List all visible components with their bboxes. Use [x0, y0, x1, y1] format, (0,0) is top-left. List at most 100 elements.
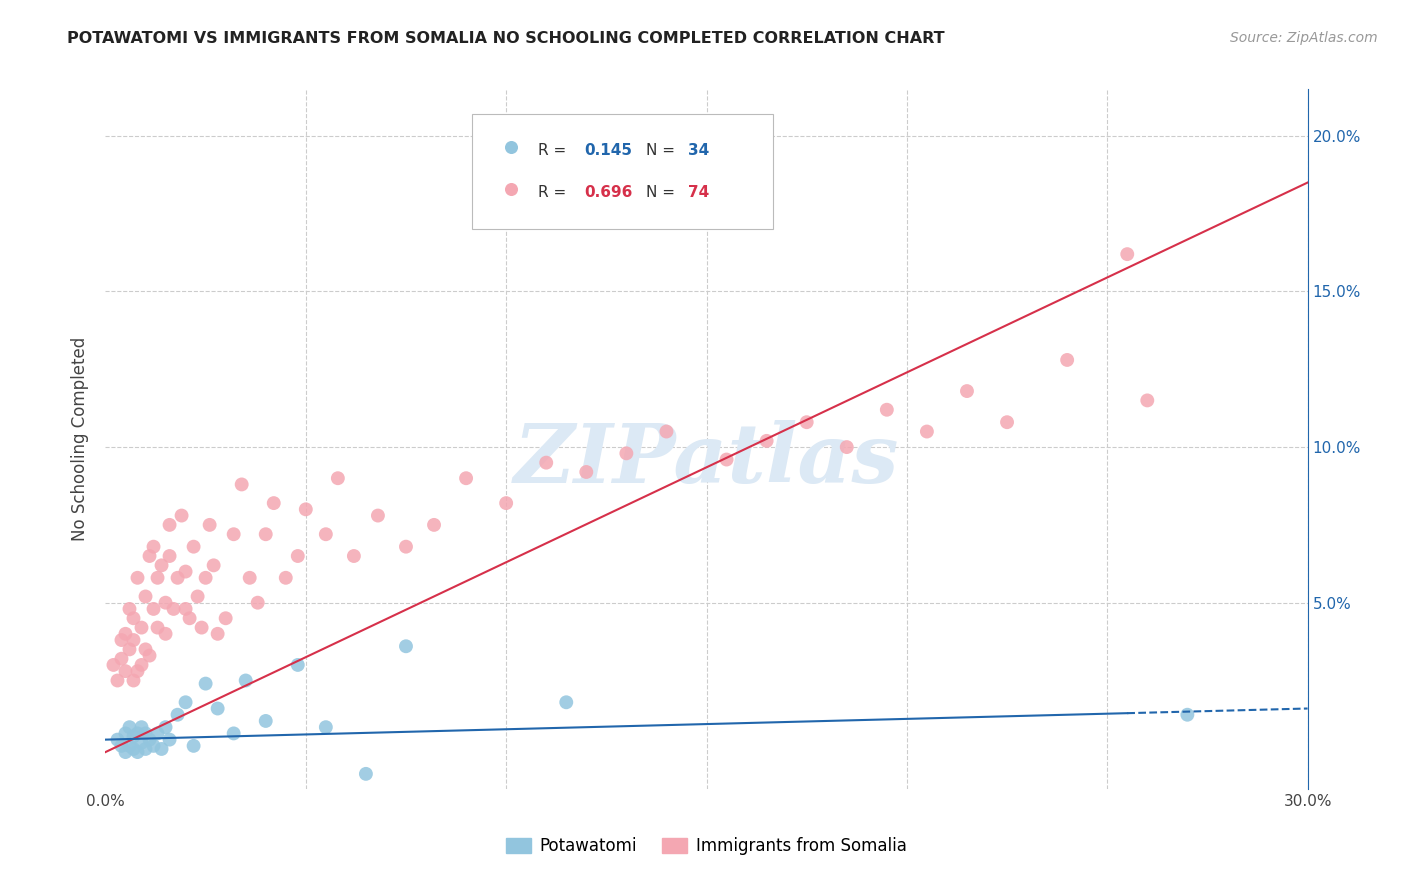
Point	[131, 736, 153, 750]
Text: N =: N =	[647, 144, 681, 158]
Point	[915, 425, 938, 439]
Point	[179, 611, 201, 625]
Point	[127, 664, 149, 678]
Text: 74: 74	[689, 186, 710, 201]
Text: POTAWATOMI VS IMMIGRANTS FROM SOMALIA NO SCHOOLING COMPLETED CORRELATION CHART: POTAWATOMI VS IMMIGRANTS FROM SOMALIA NO…	[67, 31, 945, 46]
Point	[183, 540, 205, 554]
Text: 34: 34	[689, 144, 710, 158]
Point	[122, 730, 145, 744]
Point	[287, 657, 309, 672]
Point	[138, 648, 160, 663]
Point	[146, 726, 169, 740]
Point	[876, 402, 898, 417]
Point	[174, 602, 197, 616]
Point	[231, 477, 253, 491]
Text: R =: R =	[538, 186, 571, 201]
Legend: Potawatomi, Immigrants from Somalia: Potawatomi, Immigrants from Somalia	[499, 830, 914, 862]
Point	[194, 571, 217, 585]
Point	[170, 508, 193, 523]
Point	[135, 590, 157, 604]
Point	[575, 465, 598, 479]
Point	[454, 471, 477, 485]
Point	[343, 549, 366, 563]
Point	[118, 739, 141, 753]
Point	[114, 627, 136, 641]
Point	[326, 471, 349, 485]
Point	[142, 739, 165, 753]
Point	[110, 633, 132, 648]
Point	[107, 732, 129, 747]
Point	[254, 714, 277, 728]
Point	[114, 726, 136, 740]
Point	[127, 726, 149, 740]
Point	[1136, 393, 1159, 408]
Point	[796, 415, 818, 429]
Point	[835, 440, 858, 454]
Point	[118, 720, 141, 734]
Point	[423, 517, 446, 532]
Point	[146, 571, 169, 585]
Point	[995, 415, 1018, 429]
Point	[194, 676, 217, 690]
Point	[159, 517, 181, 532]
Point	[155, 596, 177, 610]
Point	[107, 673, 129, 688]
Point	[114, 664, 136, 678]
Point	[354, 767, 377, 781]
Text: R =: R =	[538, 144, 571, 158]
Point	[616, 446, 638, 460]
Point	[131, 621, 153, 635]
Point	[246, 596, 269, 610]
Point	[295, 502, 318, 516]
Point	[135, 742, 157, 756]
Point	[142, 602, 165, 616]
Point	[367, 508, 389, 523]
Point	[122, 633, 145, 648]
Point	[207, 701, 229, 715]
Point	[222, 726, 245, 740]
Point	[131, 657, 153, 672]
Point	[222, 527, 245, 541]
Text: 0.145: 0.145	[583, 144, 631, 158]
Point	[495, 496, 517, 510]
Point	[166, 707, 188, 722]
FancyBboxPatch shape	[472, 113, 773, 229]
Point	[118, 602, 141, 616]
Point	[239, 571, 262, 585]
Point	[956, 384, 979, 398]
Point	[122, 742, 145, 756]
Point	[159, 549, 181, 563]
Text: Source: ZipAtlas.com: Source: ZipAtlas.com	[1230, 31, 1378, 45]
Point	[1116, 247, 1139, 261]
Point	[150, 558, 173, 573]
Point	[135, 726, 157, 740]
Point	[155, 627, 177, 641]
Point	[103, 657, 125, 672]
Point	[150, 742, 173, 756]
Point	[127, 571, 149, 585]
Point	[159, 732, 181, 747]
Point	[110, 651, 132, 665]
Point	[1056, 353, 1078, 368]
Point	[174, 695, 197, 709]
Point	[131, 720, 153, 734]
Point	[555, 695, 578, 709]
Point	[214, 611, 236, 625]
Y-axis label: No Schooling Completed: No Schooling Completed	[72, 337, 90, 541]
Text: N =: N =	[647, 186, 681, 201]
Point	[202, 558, 225, 573]
Point	[166, 571, 188, 585]
Point	[287, 549, 309, 563]
Point	[146, 621, 169, 635]
Point	[207, 627, 229, 641]
Point	[122, 611, 145, 625]
Text: 0.696: 0.696	[583, 186, 633, 201]
Point	[315, 527, 337, 541]
Point	[263, 496, 285, 510]
Text: ZIPatlas: ZIPatlas	[513, 420, 900, 500]
Point	[138, 549, 160, 563]
Point	[315, 720, 337, 734]
Point	[110, 739, 132, 753]
Point	[716, 452, 738, 467]
Point	[274, 571, 297, 585]
